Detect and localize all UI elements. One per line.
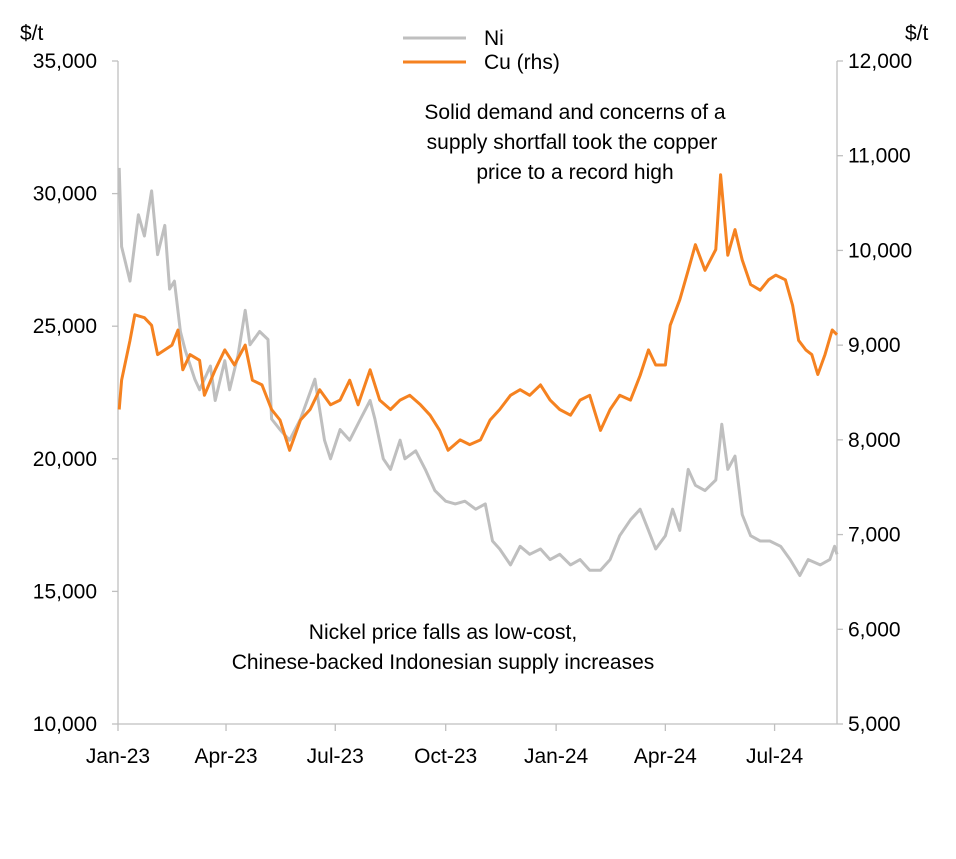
x-tick-label: Jan-24 bbox=[524, 745, 589, 768]
nickel-annotation: Nickel price falls as low-cost, Chinese-… bbox=[232, 621, 655, 674]
copper-annotation-line: Solid demand and concerns of a bbox=[424, 101, 726, 124]
left-axis-unit: $/t bbox=[20, 22, 44, 45]
x-tick-label: Jul-24 bbox=[746, 745, 804, 768]
right-tick-label: 6,000 bbox=[848, 618, 901, 641]
nickel-annotation-line: Chinese-backed Indonesian supply increas… bbox=[232, 651, 655, 674]
right-tick-label: 7,000 bbox=[848, 524, 901, 547]
copper-annotation: Solid demand and concerns of a supply sh… bbox=[424, 101, 726, 184]
right-tick-label: 9,000 bbox=[848, 334, 901, 357]
legend-label-ni: Ni bbox=[484, 27, 504, 50]
cu-series-line bbox=[117, 173, 839, 452]
left-tick-label: 25,000 bbox=[33, 315, 97, 338]
right-tick-label: 10,000 bbox=[848, 239, 912, 262]
ni-series-line bbox=[117, 167, 839, 577]
x-tick-label: Jul-23 bbox=[307, 745, 364, 768]
left-tick-label: 35,000 bbox=[33, 50, 97, 73]
right-tick-label: 8,000 bbox=[848, 429, 901, 452]
right-tick-label: 12,000 bbox=[848, 50, 912, 73]
x-tick-label: Apr-23 bbox=[195, 745, 258, 768]
right-tick-label: 5,000 bbox=[848, 713, 901, 736]
right-axis-unit: $/t bbox=[905, 22, 929, 45]
nickel-annotation-line: Nickel price falls as low-cost, bbox=[309, 621, 577, 644]
legend: Ni Cu (rhs) bbox=[403, 27, 560, 74]
left-tick-label: 15,000 bbox=[33, 580, 97, 603]
left-tick-label: 20,000 bbox=[33, 448, 97, 471]
x-tick-label: Jan-23 bbox=[86, 745, 150, 768]
left-tick-label: 30,000 bbox=[33, 183, 97, 206]
x-tick-label: Apr-24 bbox=[634, 745, 697, 768]
left-tick-label: 10,000 bbox=[33, 713, 97, 736]
x-tick-label: Oct-23 bbox=[414, 745, 477, 768]
right-tick-label: 11,000 bbox=[848, 145, 911, 168]
copper-annotation-line: price to a record high bbox=[476, 161, 673, 184]
legend-label-cu: Cu (rhs) bbox=[484, 51, 560, 74]
copper-annotation-line: supply shortfall took the copper bbox=[427, 131, 718, 154]
